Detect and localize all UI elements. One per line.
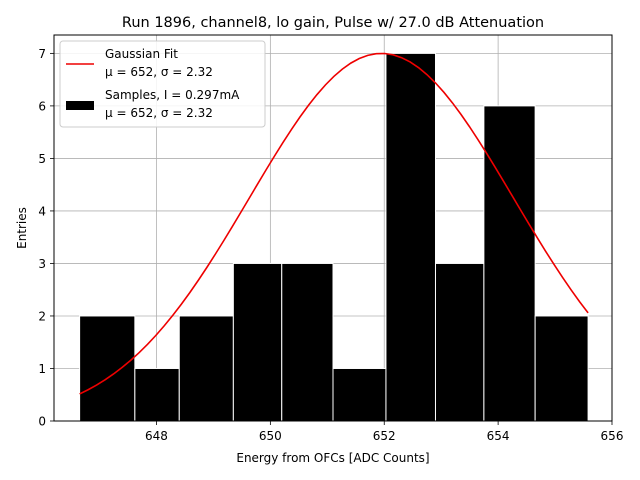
plot-frame	[53, 34, 613, 422]
y-tick-label: 7	[38, 47, 46, 61]
x-axis-label: Energy from OFCs [ADC Counts]	[236, 451, 429, 465]
samples-legend-swatch	[66, 101, 94, 110]
fit-layer	[79, 52, 589, 395]
y-tick-label: 3	[38, 257, 46, 271]
x-tick-label: 648	[145, 429, 168, 443]
histogram-bar	[434, 262, 485, 422]
y-axis-label: Entries	[15, 207, 29, 249]
histogram-bar	[134, 367, 180, 422]
x-tick-label: 650	[259, 429, 282, 443]
gaussian-fit-line	[79, 52, 589, 395]
histogram-bar	[281, 262, 334, 422]
samples-legend-stats: μ = 652, σ = 2.32	[105, 106, 213, 120]
legend-box	[59, 40, 266, 128]
y-tick-label: 6	[38, 99, 46, 113]
y-tick-label: 4	[38, 204, 46, 218]
y-tick-label: 2	[38, 309, 46, 323]
histogram-bar	[483, 105, 536, 422]
y-tick-label: 5	[38, 152, 46, 166]
x-axis-ticks: 648 650 652 654 656	[145, 421, 623, 443]
histogram-bar	[534, 315, 589, 422]
fit-legend-label: Gaussian Fit	[105, 47, 178, 61]
histogram-bar	[178, 315, 234, 422]
histogram-bars	[79, 52, 589, 422]
y-axis-ticks: 0 1 2 3 4 5 6 7	[38, 47, 54, 429]
chart-title: Run 1896, channel8, lo gain, Pulse w/ 27…	[122, 15, 544, 31]
y-tick-label: 0	[38, 415, 46, 429]
fit-legend-stats: μ = 652, σ = 2.32	[105, 65, 213, 79]
histogram-bar	[232, 262, 283, 422]
histogram-bar	[385, 52, 436, 422]
y-tick-label: 1	[38, 362, 46, 376]
histogram-bar	[79, 315, 136, 422]
histogram-bar	[332, 367, 387, 422]
x-tick-label: 656	[601, 429, 624, 443]
x-tick-label: 654	[487, 429, 510, 443]
x-tick-label: 652	[373, 429, 396, 443]
samples-legend-label: Samples, I = 0.297mA	[105, 88, 240, 102]
legend: Gaussian Fit μ = 652, σ = 2.32 Samples, …	[59, 40, 266, 128]
